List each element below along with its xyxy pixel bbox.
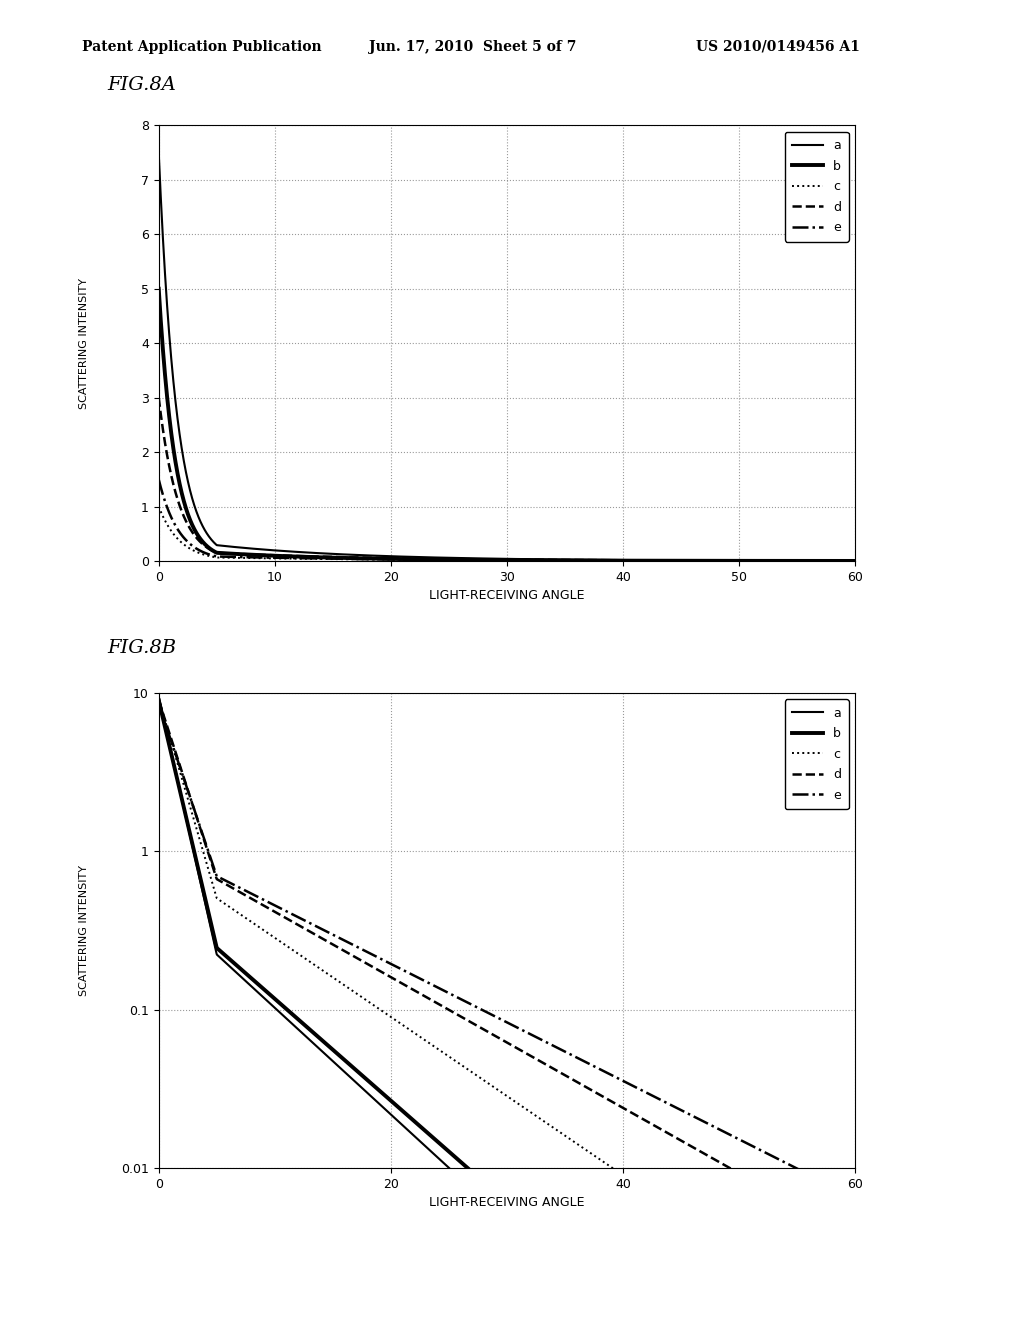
Text: Patent Application Publication: Patent Application Publication [82,40,322,54]
Y-axis label: SCATTERING INTENSITY: SCATTERING INTENSITY [79,865,89,997]
Text: FIG.8A: FIG.8A [108,75,176,94]
Text: FIG.8B: FIG.8B [108,639,177,657]
Y-axis label: SCATTERING INTENSITY: SCATTERING INTENSITY [79,277,89,409]
X-axis label: LIGHT-RECEIVING ANGLE: LIGHT-RECEIVING ANGLE [429,1196,585,1209]
Legend: a, b, c, d, e: a, b, c, d, e [784,700,849,809]
Text: Jun. 17, 2010  Sheet 5 of 7: Jun. 17, 2010 Sheet 5 of 7 [369,40,577,54]
X-axis label: LIGHT-RECEIVING ANGLE: LIGHT-RECEIVING ANGLE [429,589,585,602]
Legend: a, b, c, d, e: a, b, c, d, e [784,132,849,242]
Text: US 2010/0149456 A1: US 2010/0149456 A1 [696,40,860,54]
